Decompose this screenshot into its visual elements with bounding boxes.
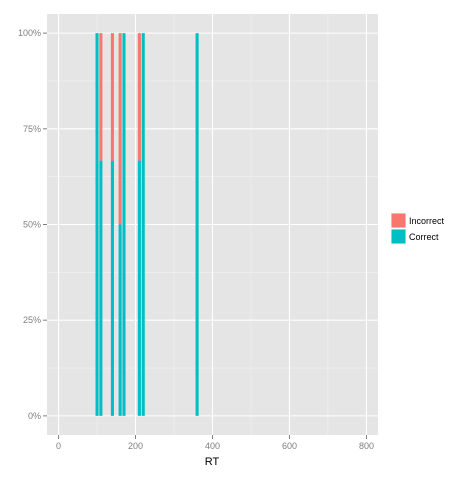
y-tick-label: 100% bbox=[18, 28, 41, 38]
x-tick-label: 200 bbox=[128, 441, 143, 451]
x-tick-label: 600 bbox=[282, 441, 297, 451]
bar-correct bbox=[110, 160, 114, 416]
legend-key-correct bbox=[391, 229, 406, 244]
y-ticks: 0% 25% 50% 75% 100% bbox=[18, 28, 47, 421]
y-tick-label: 0% bbox=[28, 411, 41, 421]
bar-correct bbox=[141, 33, 145, 416]
bar-incorrect bbox=[137, 33, 141, 161]
x-tick-label: 0 bbox=[56, 441, 61, 451]
legend: Incorrect Correct bbox=[391, 213, 445, 244]
legend-label-correct: Correct bbox=[409, 232, 439, 242]
bar-incorrect bbox=[110, 33, 114, 161]
x-ticks: 0 200 400 600 800 bbox=[56, 435, 374, 451]
bar-correct bbox=[95, 33, 99, 416]
x-tick-label: 800 bbox=[359, 441, 374, 451]
bar-incorrect bbox=[118, 33, 122, 225]
bar-correct bbox=[137, 160, 141, 416]
bar-correct bbox=[99, 160, 103, 416]
y-tick-label: 50% bbox=[23, 220, 41, 230]
bar-incorrect bbox=[99, 33, 103, 161]
legend-key-incorrect bbox=[391, 213, 406, 228]
y-tick-label: 75% bbox=[23, 124, 41, 134]
y-tick-label: 25% bbox=[23, 315, 41, 325]
bar-correct bbox=[195, 33, 199, 416]
legend-label-incorrect: Incorrect bbox=[409, 216, 445, 226]
bar-correct bbox=[122, 33, 126, 416]
bar-correct bbox=[118, 224, 122, 416]
x-axis-title: RT bbox=[205, 456, 220, 468]
x-tick-label: 400 bbox=[205, 441, 220, 451]
bars bbox=[95, 33, 199, 416]
